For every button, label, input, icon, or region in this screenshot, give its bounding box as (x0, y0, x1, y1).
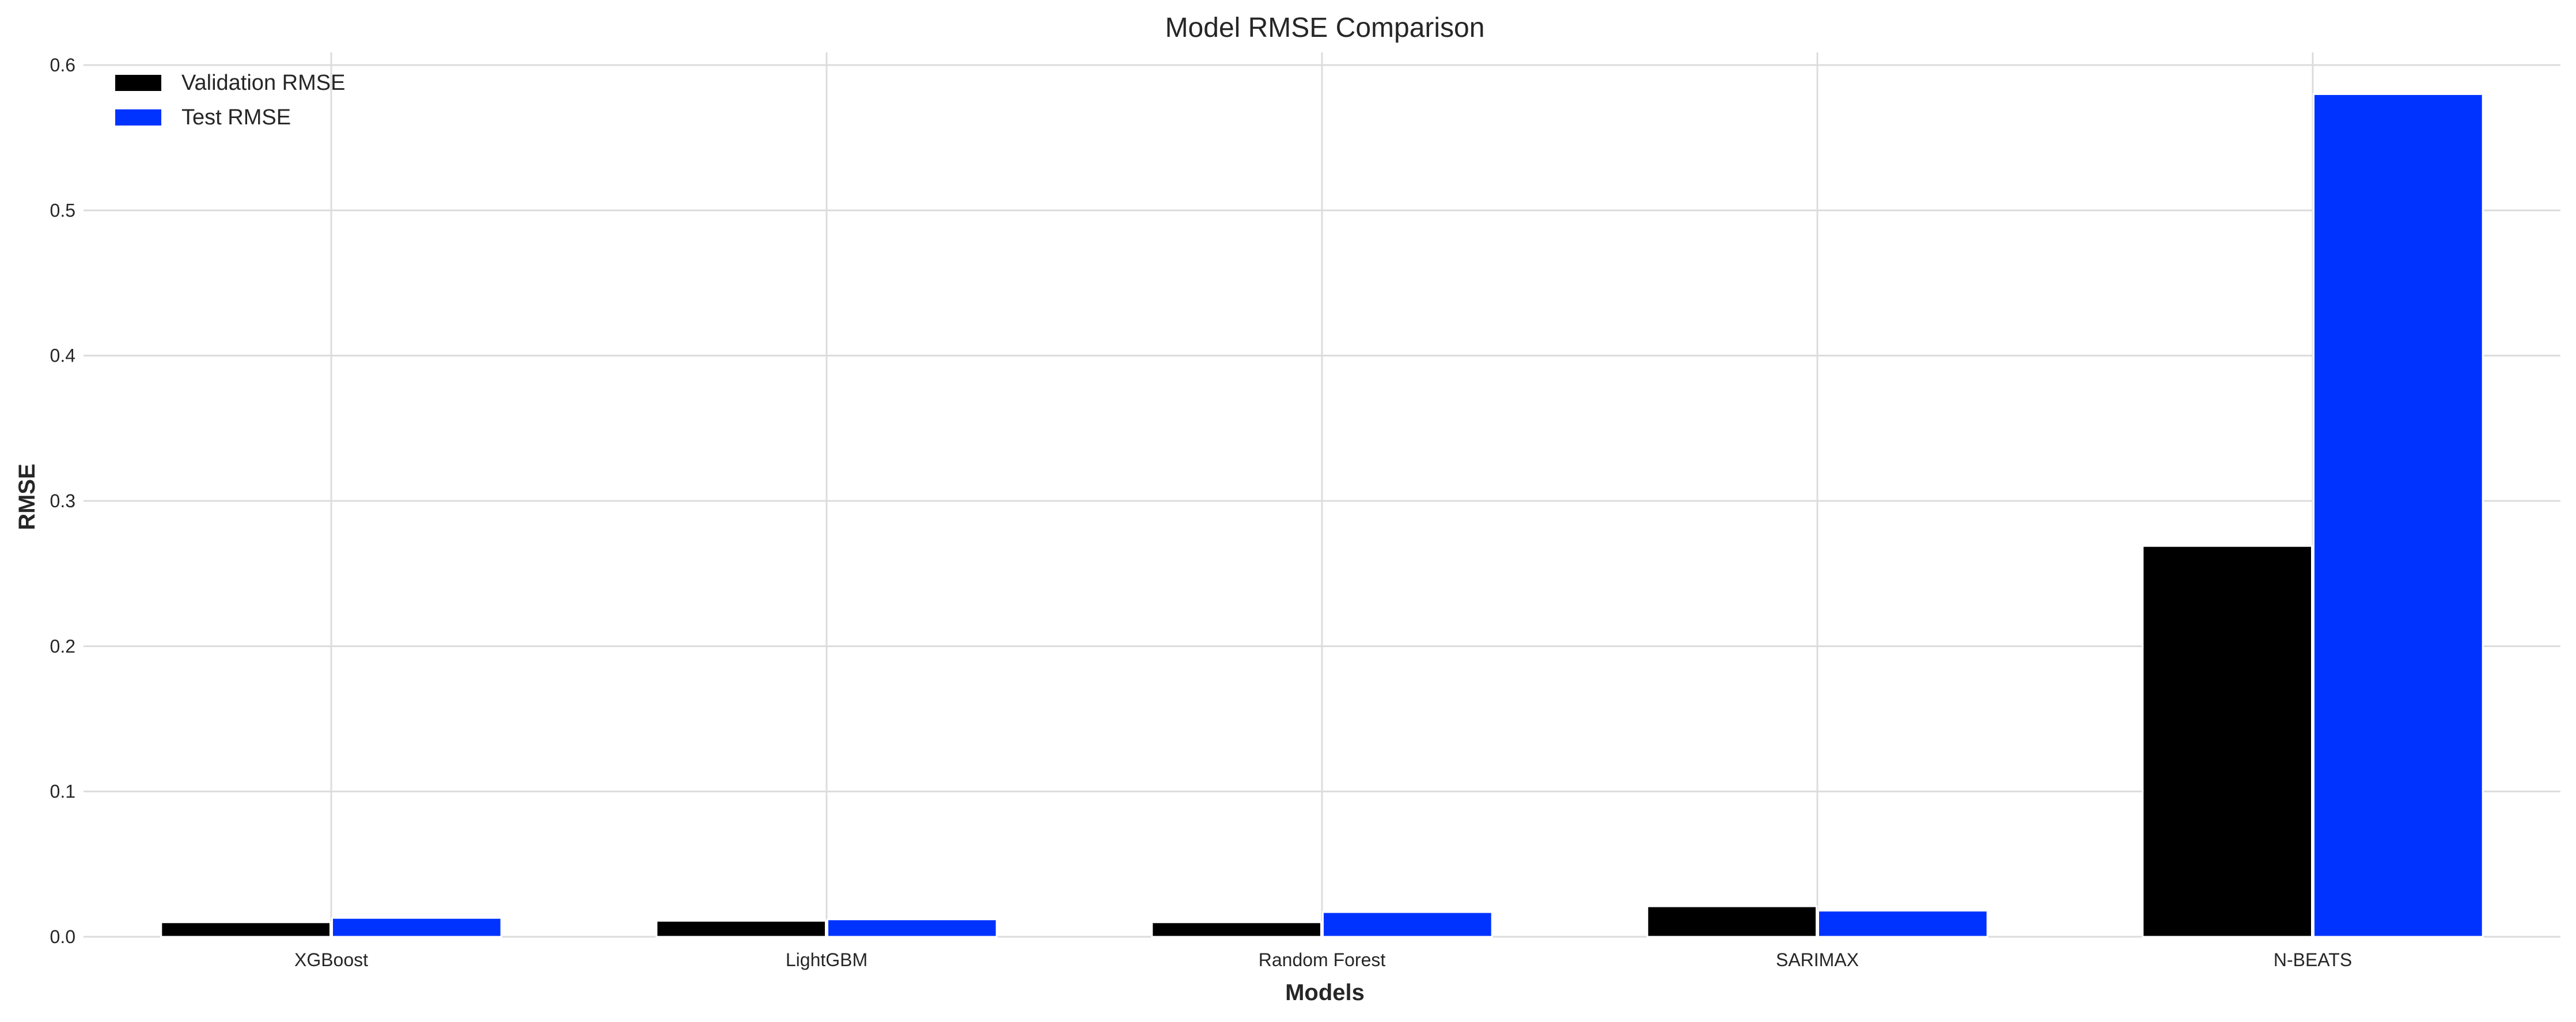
bar-test-rmse-random-forest (1322, 911, 1493, 938)
bar-test-rmse-xgboost (331, 917, 502, 938)
bars (160, 93, 2484, 938)
x-tick-label: XGBoost (294, 949, 368, 970)
chart-title: Model RMSE Comparison (1165, 13, 1485, 43)
legend-label: Validation RMSE (181, 71, 345, 95)
bar-validation-rmse-sarimax (1646, 905, 1818, 938)
y-axis-ticks: 0.0 0.1 0.2 0.3 0.4 0.5 0.6 (50, 55, 75, 947)
x-axis-title: Models (1285, 980, 1365, 1005)
bar-validation-rmse-n-beats (2142, 545, 2313, 938)
legend-swatch (115, 75, 161, 91)
y-tick-label: 0.0 (50, 926, 75, 947)
x-tick-label: SARIMAX (1776, 949, 1859, 970)
legend-swatch (115, 109, 161, 126)
legend: Validation RMSE Test RMSE (115, 71, 345, 130)
x-tick-label: Random Forest (1259, 949, 1386, 970)
grid (84, 52, 2560, 938)
bar-test-rmse-lightgbm (827, 918, 998, 938)
bar-validation-rmse-random-forest (1151, 921, 1323, 938)
bar-validation-rmse-lightgbm (656, 920, 827, 938)
y-tick-label: 0.1 (50, 781, 75, 802)
x-tick-label: LightGBM (786, 949, 867, 970)
bar-validation-rmse-xgboost (160, 921, 331, 938)
y-tick-label: 0.6 (50, 55, 75, 75)
legend-label: Test RMSE (181, 105, 291, 130)
bar-test-rmse-sarimax (1817, 910, 1988, 938)
y-tick-label: 0.3 (50, 491, 75, 511)
y-tick-label: 0.5 (50, 200, 75, 221)
x-axis-ticks: XGBoost LightGBM Random Forest SARIMAX N-BEA… (294, 949, 2352, 970)
x-tick-label: N-BEATS (2274, 949, 2352, 970)
y-tick-label: 0.4 (50, 345, 75, 366)
y-tick-label: 0.2 (50, 636, 75, 656)
y-axis-title: RMSE (14, 463, 40, 530)
bar-test-rmse-n-beats (2313, 93, 2484, 938)
